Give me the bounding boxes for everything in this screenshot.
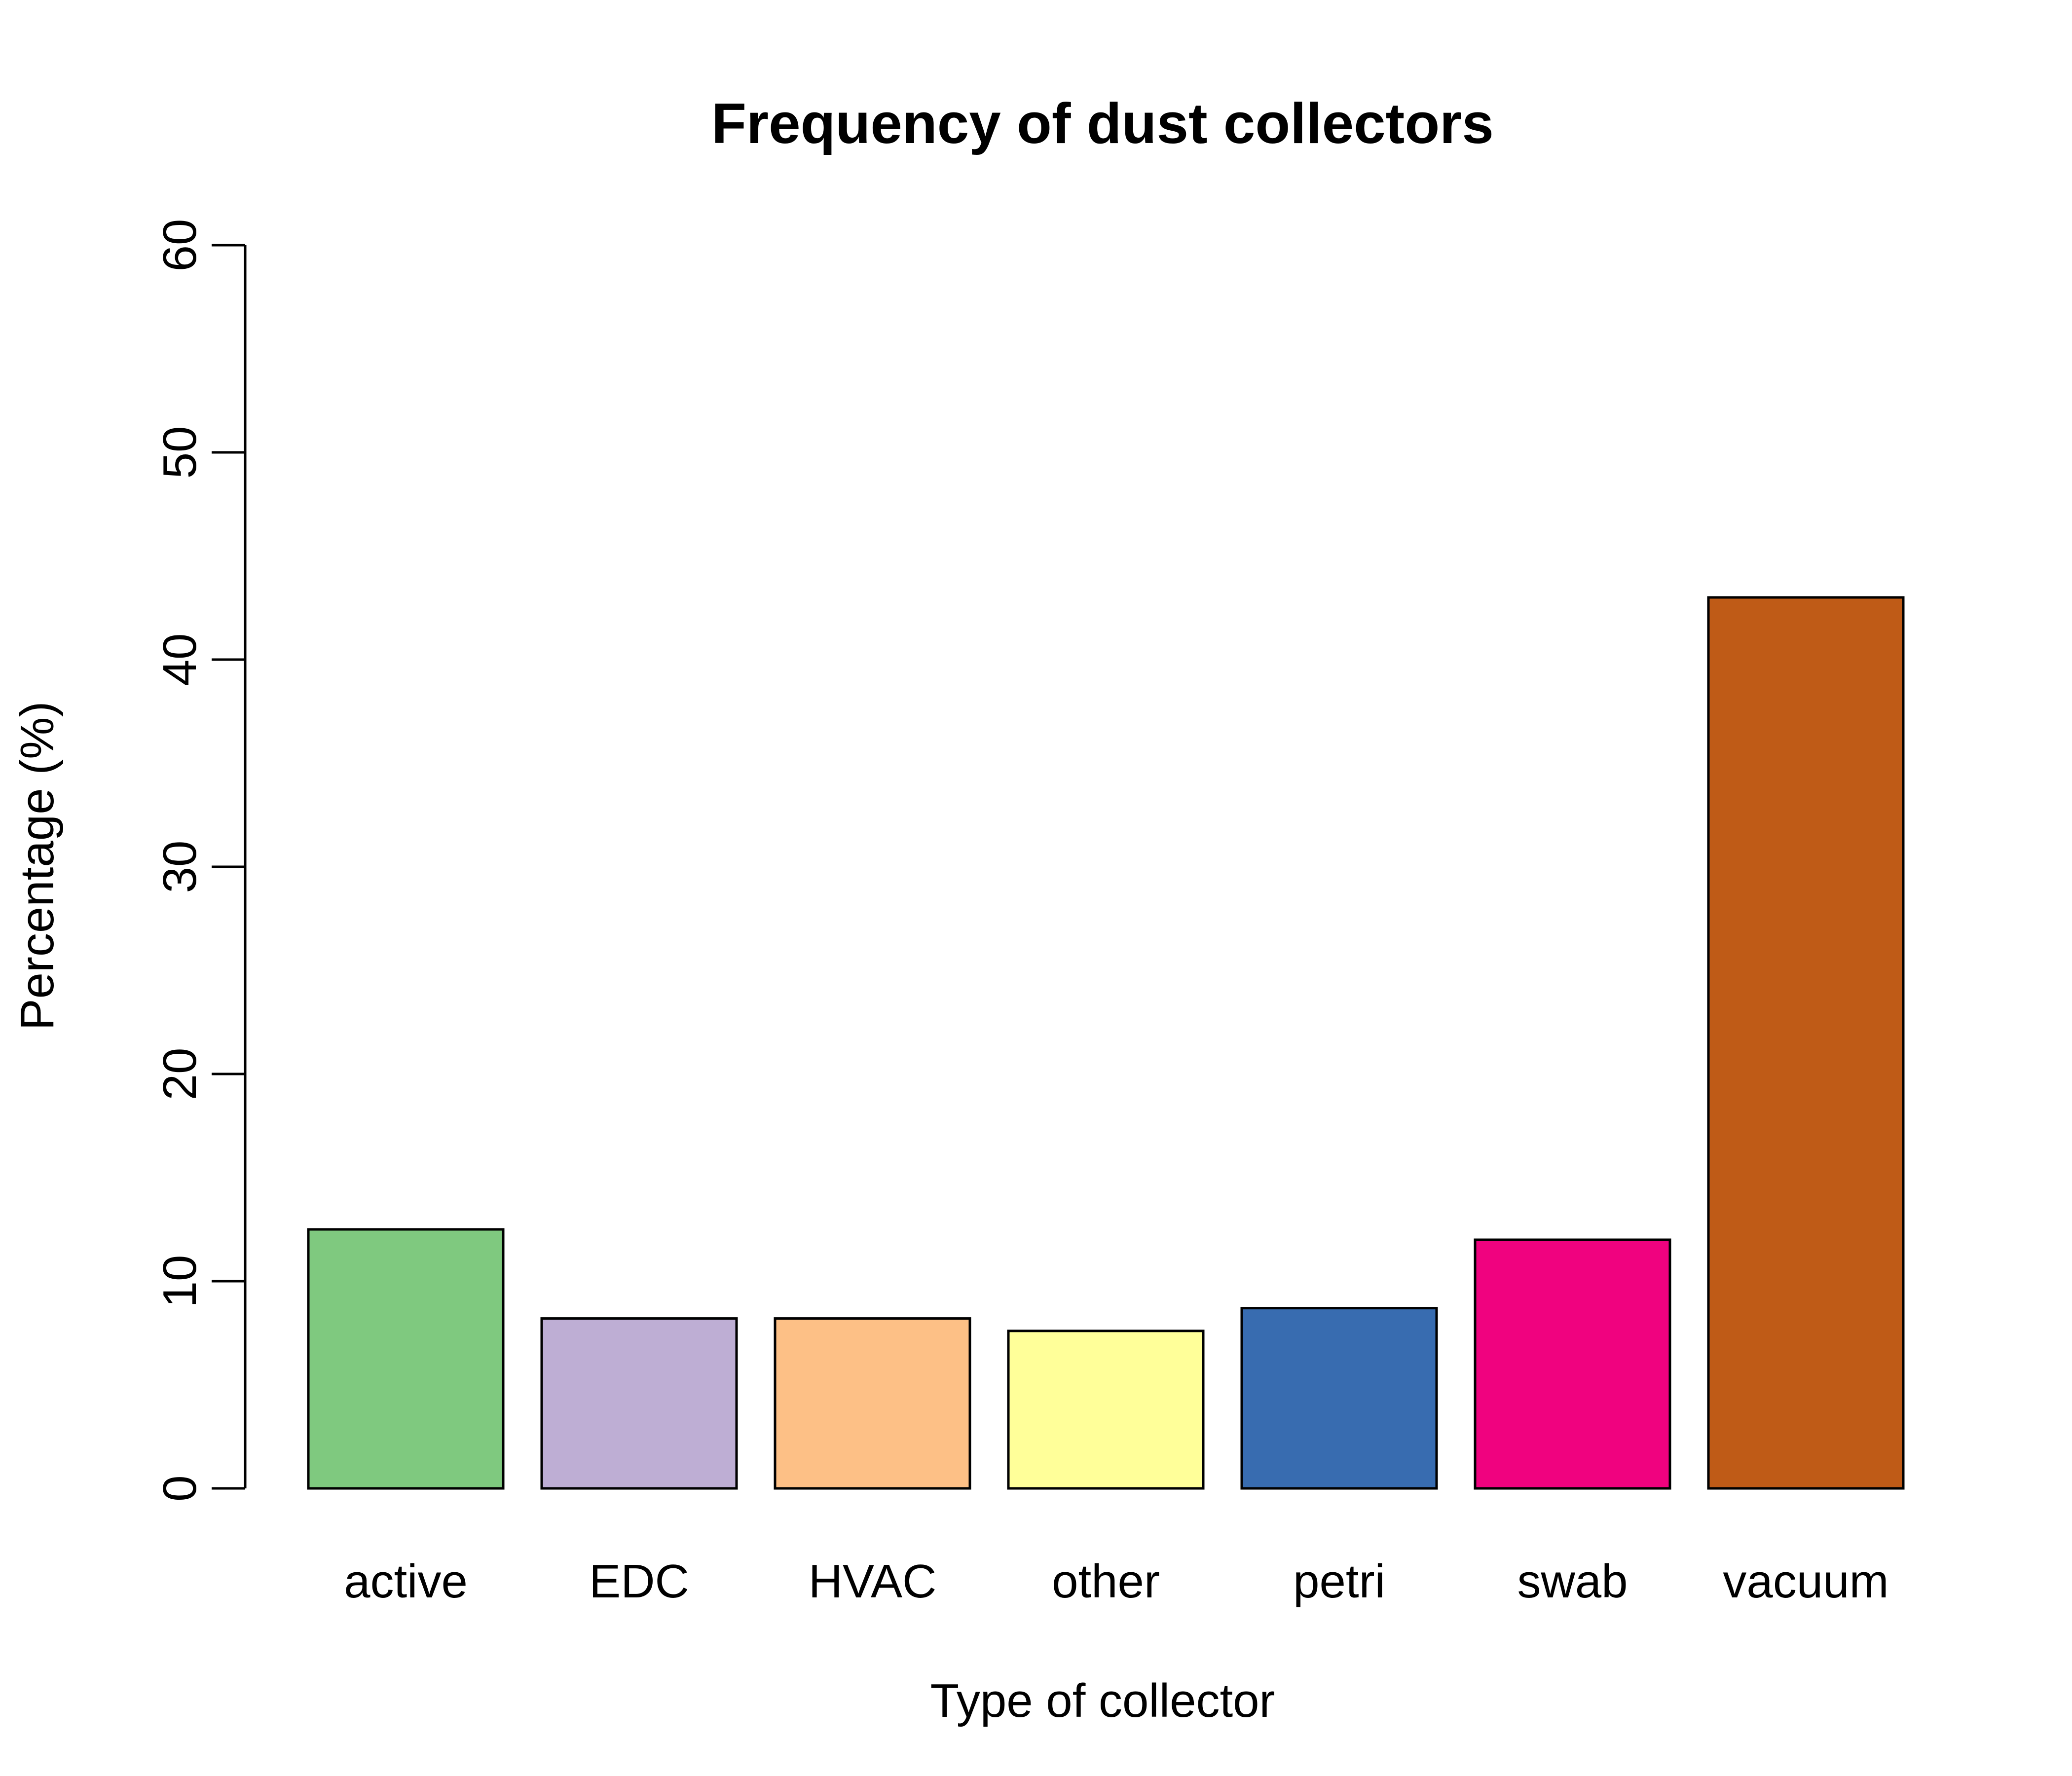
y-axis-label: Percentage (%)	[11, 702, 64, 1031]
bar-edc	[540, 1317, 738, 1490]
y-tick-label: 20	[153, 1048, 206, 1101]
x-tick-label: HVAC	[809, 1555, 937, 1608]
x-axis-label: Type of collector	[930, 1674, 1275, 1727]
x-tick-labels: active EDC HVAC other petri swab vacuum	[344, 1555, 1888, 1608]
y-tick-label: 60	[153, 219, 206, 272]
x-tick-label: swab	[1517, 1555, 1628, 1608]
chart-title: Frequency of dust collectors	[711, 91, 1494, 155]
bar-active	[307, 1228, 505, 1490]
y-tick-label: 40	[153, 633, 206, 686]
bar-petri	[1240, 1307, 1438, 1490]
x-tick-label: active	[344, 1555, 468, 1608]
y-tick-label: 0	[153, 1475, 206, 1501]
x-tick-label: petri	[1293, 1555, 1385, 1608]
bar-swab	[1474, 1238, 1671, 1490]
x-tick-label: vacuum	[1723, 1555, 1888, 1608]
x-tick-label: other	[1052, 1555, 1160, 1608]
bar-other	[1007, 1330, 1205, 1490]
y-tick-label: 30	[153, 841, 206, 893]
x-tick-label: EDC	[589, 1555, 689, 1608]
bar-hvac	[774, 1317, 971, 1490]
y-tick-label: 10	[153, 1255, 206, 1308]
y-axis: 0 10 20 30 40 50 60	[153, 219, 247, 1502]
bar-vacuum	[1707, 596, 1905, 1490]
bars-group	[307, 596, 1905, 1490]
y-tick-label: 50	[153, 426, 206, 479]
